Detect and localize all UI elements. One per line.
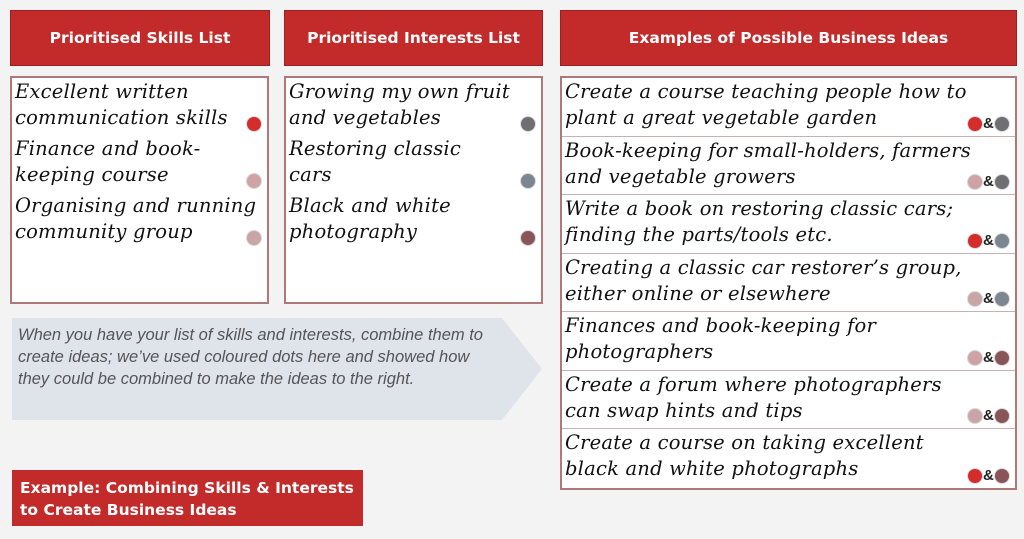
idea-item-line: Creating a classic car restorer’s group, xyxy=(565,255,962,279)
dot-group: & xyxy=(967,348,1009,366)
color-dot xyxy=(521,231,535,245)
color-dot xyxy=(995,468,1009,483)
color-dot xyxy=(967,350,982,365)
skill-item-line: keeping course xyxy=(15,163,169,186)
skills-header-label: Prioritised Skills List xyxy=(49,29,231,47)
dot-group xyxy=(521,117,535,131)
ideas-list: Create a course teaching people how to pl… xyxy=(560,76,1017,490)
ampersand: & xyxy=(982,290,994,307)
color-dot xyxy=(247,231,261,245)
color-dot xyxy=(995,350,1009,365)
color-dot xyxy=(967,409,982,423)
color-dot xyxy=(995,292,1009,306)
color-dot xyxy=(967,175,982,189)
color-dot xyxy=(995,175,1009,189)
idea-item: Book-keeping for small-holders, farmers a… xyxy=(562,137,1015,195)
skill-item-line: Organising and running xyxy=(15,194,257,217)
idea-item: Finances and book-keeping for photographe… xyxy=(562,312,1015,371)
ampersand: & xyxy=(982,231,994,249)
color-dot xyxy=(967,116,982,131)
color-dot xyxy=(967,292,982,306)
color-dot xyxy=(247,174,261,188)
idea-item-line: either online or elsewhere xyxy=(565,281,831,305)
badge-line-2: to Create Business Ideas xyxy=(20,501,237,519)
idea-item: Write a book on restoring classic cars; f… xyxy=(562,195,1015,254)
interest-item: Black and white photography xyxy=(286,192,541,249)
badge-line-1: Example: Combining Skills & Interests xyxy=(20,479,354,497)
skill-item-line: Excellent written xyxy=(15,80,189,103)
idea-item-line: photographers xyxy=(565,340,714,363)
dot-group xyxy=(247,117,261,131)
dot-group xyxy=(521,231,535,245)
idea-item-line: and vegetable growers xyxy=(565,164,796,188)
idea-item: Create a course teaching people how to pl… xyxy=(562,78,1015,137)
idea-item-line: Create a forum where photographers xyxy=(565,372,942,396)
dot-group xyxy=(247,231,261,245)
ampersand: & xyxy=(982,114,994,132)
idea-item-line: Finances and book-keeping for xyxy=(565,314,877,337)
color-dot xyxy=(967,468,982,483)
color-dot xyxy=(521,174,535,188)
dot-group: & xyxy=(967,114,1009,132)
idea-item-line: Write a book on restoring classic cars; xyxy=(565,197,954,220)
interest-item-line: Growing my own fruit xyxy=(289,80,510,103)
interest-item: Growing my own fruit and vegetables xyxy=(286,78,541,135)
dot-group: & xyxy=(967,231,1009,249)
idea-item: Create a course on taking excellent black… xyxy=(562,429,1015,488)
dot-group xyxy=(247,174,261,188)
skill-item-line: Finance and book- xyxy=(15,137,201,160)
color-dot xyxy=(967,233,982,248)
idea-item-line: black and white photographs xyxy=(565,457,859,480)
interest-item-line: photography xyxy=(289,220,418,243)
ampersand: & xyxy=(982,407,994,424)
ampersand: & xyxy=(982,466,994,484)
interests-header: Prioritised Interests List xyxy=(284,10,543,66)
interest-item-line: and vegetables xyxy=(289,106,441,129)
skills-list: Excellent written communication skills Fin… xyxy=(10,76,269,304)
color-dot xyxy=(995,233,1009,248)
color-dot xyxy=(521,117,535,131)
dot-group xyxy=(521,174,535,188)
callout-arrow xyxy=(12,318,542,420)
instruction-note: When you have your list of skills and in… xyxy=(18,326,483,388)
skills-header: Prioritised Skills List xyxy=(10,10,270,66)
idea-item-line: plant a great vegetable garden xyxy=(565,106,878,129)
interest-item-line: Restoring classic xyxy=(289,137,461,160)
skill-item-line: community group xyxy=(15,220,193,243)
interest-item: Restoring classic cars xyxy=(286,135,541,192)
idea-item-line: finding the parts/tools etc. xyxy=(565,223,833,246)
idea-item-line: Create a course on taking excellent xyxy=(565,431,924,454)
dot-group: & xyxy=(967,173,1009,190)
interests-header-label: Prioritised Interests List xyxy=(307,29,520,47)
dot-group: & xyxy=(967,407,1009,424)
skill-item-line: communication skills xyxy=(15,106,228,129)
skill-item: Organising and running community group xyxy=(12,192,267,249)
interest-item-line: Black and white xyxy=(289,194,451,217)
idea-item-line: Create a course teaching people how to xyxy=(565,80,967,103)
skill-item: Excellent written communication skills xyxy=(12,78,267,135)
interests-list: Growing my own fruit and vegetables Restor… xyxy=(284,76,543,304)
color-dot xyxy=(247,117,261,131)
ampersand: & xyxy=(982,173,994,190)
interest-item-line: cars xyxy=(289,163,332,186)
skill-item: Finance and book-keeping course xyxy=(12,135,267,192)
dot-group: & xyxy=(967,466,1009,484)
idea-item: Create a forum where photographers can sw… xyxy=(562,371,1015,429)
example-badge: Example: Combining Skills & Interests to… xyxy=(12,470,363,526)
dot-group: & xyxy=(967,290,1009,307)
ampersand: & xyxy=(982,348,994,366)
color-dot xyxy=(995,409,1009,423)
idea-item: Creating a classic car restorer’s group,… xyxy=(562,254,1015,312)
color-dot xyxy=(995,116,1009,131)
idea-item-line: can swap hints and tips xyxy=(565,398,803,422)
ideas-header: Examples of Possible Business Ideas xyxy=(560,10,1017,66)
ideas-header-label: Examples of Possible Business Ideas xyxy=(628,29,949,47)
idea-item-line: Book-keeping for small-holders, farmers xyxy=(565,138,971,162)
